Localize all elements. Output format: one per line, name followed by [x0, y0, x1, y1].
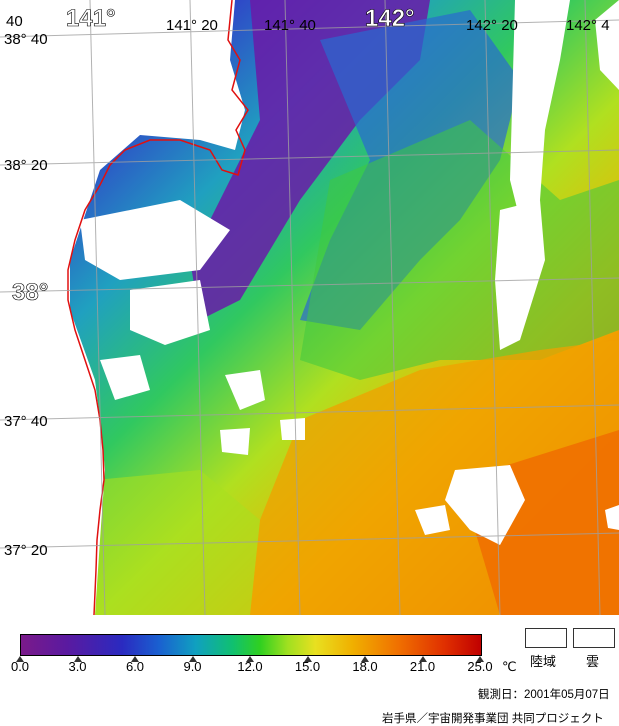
temperature-colorbar: [20, 634, 482, 656]
corner-label: 40: [6, 13, 23, 30]
colorbar-tick: [246, 656, 254, 662]
observation-date: 観測日：2001年05月07日: [478, 689, 610, 701]
colorbar-tick: [73, 656, 82, 662]
lon-label: 141°: [66, 5, 116, 32]
cloud-patch: [100, 355, 150, 400]
lat-label: 38° 40: [4, 31, 48, 48]
colorbar-tick: [361, 656, 369, 662]
colorbar-tick: [16, 656, 24, 662]
lat-label: 38° 20: [4, 157, 48, 174]
lat-label: 37° 40: [4, 413, 48, 430]
cloud-label: 雲: [586, 654, 600, 669]
lon-label: 141° 40: [264, 17, 316, 34]
coastline: [67, 0, 249, 615]
cloud-patch: [510, 0, 570, 220]
cloud-patch: [220, 428, 250, 455]
lon-label: 141° 20: [166, 17, 218, 34]
colorbar-tick: [476, 656, 484, 662]
cloud-patch: [605, 505, 619, 530]
colorbar-tick-label: 15.0: [294, 659, 321, 674]
cloud-patch: [130, 280, 210, 345]
cloud-patch: [415, 505, 450, 535]
lat-label: 38°: [12, 279, 48, 306]
colorbar-tick: [418, 656, 427, 662]
cloud-patch: [495, 200, 545, 350]
land-swatch: [525, 628, 567, 648]
colorbar-tick-label: 0.0: [10, 659, 30, 674]
colorbar-tick-label: 3.0: [68, 659, 87, 674]
cloud-patch: [80, 200, 230, 280]
colorbar-tick-label: 12.0: [237, 659, 263, 674]
lon-label: 142°: [365, 5, 415, 32]
sst-map: 40 141° 141° 20 141° 40 142° 142° 20 142…: [0, 0, 619, 615]
credit-line: 岩手県／宇宙開発事業団 共同プロジェクト: [382, 713, 604, 725]
cloud-patch: [595, 0, 619, 90]
cloud-patch: [225, 370, 265, 410]
colorbar-tick-label: 6.0: [125, 659, 145, 674]
coastal-water: [95, 470, 260, 615]
colorbar-tick-label: 18.0: [352, 659, 378, 674]
cloud-swatch: [573, 628, 615, 648]
lon-label: 142° 20: [466, 17, 518, 34]
colorbar-tick-label: 21.0: [409, 659, 436, 674]
colorbar-tick-label: 9.0: [183, 659, 202, 674]
lon-label: 142° 4: [566, 17, 610, 34]
cloud-patch: [280, 418, 305, 440]
land-label: 陸域: [530, 654, 557, 669]
land-area: [0, 0, 245, 615]
colorbar-tick: [131, 656, 139, 662]
colorbar-tick-label: 25.0: [467, 659, 493, 674]
lat-label: 37° 20: [4, 542, 48, 559]
colorbar-tick: [303, 656, 312, 662]
graticule: [0, 0, 619, 615]
unit-label: ℃: [502, 659, 517, 674]
cloud-patch: [445, 465, 525, 545]
colorbar-tick: [188, 656, 197, 662]
